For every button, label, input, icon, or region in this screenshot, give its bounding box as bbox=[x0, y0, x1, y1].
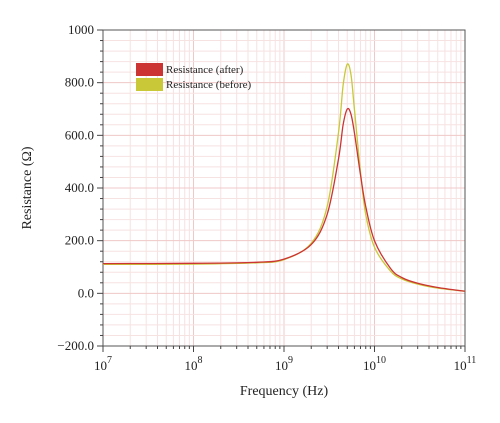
y-tick-label: 800.0 bbox=[65, 75, 94, 90]
legend-swatch bbox=[136, 78, 163, 91]
x-tick-label: 1010 bbox=[363, 355, 386, 373]
y-tick-label: 0.0 bbox=[78, 285, 94, 300]
y-tick-label: −200.0 bbox=[57, 338, 94, 353]
series-lines bbox=[102, 63, 466, 292]
y-tick-label: 600.0 bbox=[65, 127, 94, 142]
y-tick-label: 1000 bbox=[68, 22, 94, 37]
x-axis-title: Frequency (Hz) bbox=[240, 384, 329, 399]
x-tick-label: 1011 bbox=[454, 355, 477, 373]
y-tick-label: 400.0 bbox=[65, 180, 94, 195]
series-line-0 bbox=[102, 107, 466, 292]
grid bbox=[102, 29, 465, 347]
x-tick-label: 109 bbox=[275, 355, 293, 373]
y-axis: −200.0 0.0 200.0 400.0 600.0 800.0 1000 bbox=[57, 22, 103, 353]
legend-label: Resistance (before) bbox=[166, 79, 252, 91]
y-axis-title: Resistance (Ω) bbox=[20, 146, 35, 229]
x-tick-label: 107 bbox=[94, 355, 112, 373]
x-axis: 107 108 109 1010 1011 bbox=[94, 346, 476, 373]
legend: Resistance (after) Resistance (before) bbox=[136, 63, 252, 91]
legend-label: Resistance (after) bbox=[166, 64, 244, 76]
x-tick-label: 108 bbox=[185, 355, 203, 373]
y-tick-label: 200.0 bbox=[65, 233, 94, 248]
legend-swatch bbox=[136, 63, 163, 76]
